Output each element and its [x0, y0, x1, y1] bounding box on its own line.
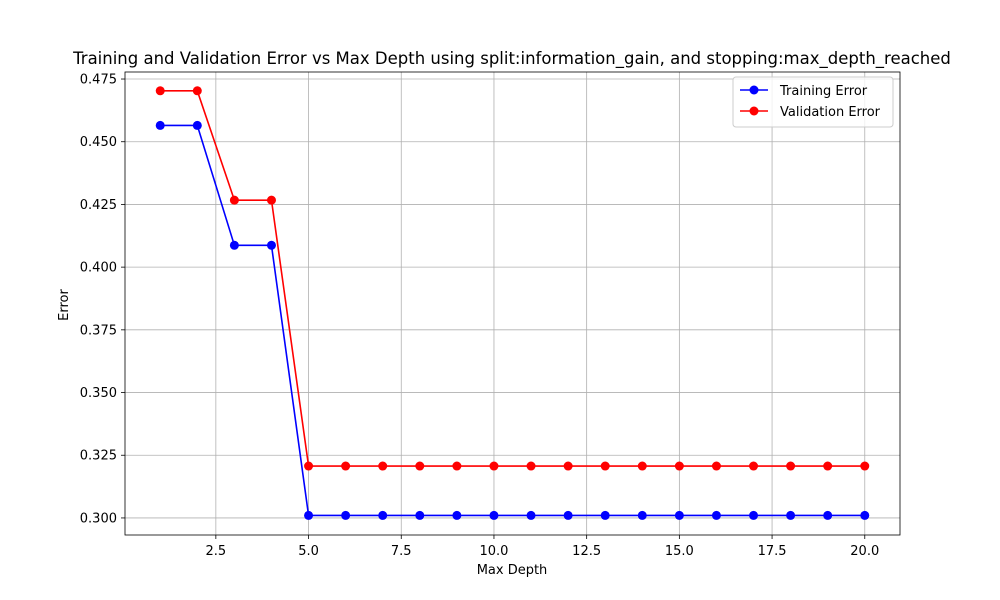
data-point — [563, 461, 573, 471]
data-point — [266, 240, 276, 250]
y-tick-label: 0.450 — [80, 135, 117, 150]
data-point — [304, 510, 314, 520]
data-point — [378, 510, 388, 520]
data-point — [266, 195, 276, 205]
tick-labels: 2.5 5.0 7.5 10.0 12.5 15.0 17.5 20.0 0.300 0.325 0… — [80, 73, 879, 559]
data-point — [749, 510, 759, 520]
data-point — [674, 461, 684, 471]
x-tick-label: 12.5 — [572, 544, 601, 559]
data-point — [600, 461, 610, 471]
x-tick-label: 20.0 — [850, 544, 879, 559]
data-point — [341, 510, 351, 520]
data-point — [192, 120, 202, 130]
data-point — [563, 510, 573, 520]
y-tick-label: 0.300 — [80, 511, 117, 526]
x-tick-label: 10.0 — [479, 544, 508, 559]
x-tick-label: 15.0 — [665, 544, 694, 559]
y-tick-label: 0.400 — [80, 261, 117, 276]
x-tick-label: 5.0 — [298, 544, 319, 559]
y-tick-label: 0.375 — [80, 323, 117, 338]
data-point — [786, 461, 796, 471]
data-point — [711, 461, 721, 471]
data-point — [155, 86, 165, 96]
data-point — [711, 510, 721, 520]
data-point — [674, 510, 684, 520]
series-line — [160, 124, 865, 517]
data-point — [341, 461, 351, 471]
plot-frame — [124, 71, 901, 536]
legend: Training Error Validation Error — [732, 76, 894, 128]
x-axis-label: Max Depth — [477, 563, 548, 578]
data-point — [637, 510, 647, 520]
data-point — [786, 510, 796, 520]
legend-label-training: Training Error — [779, 84, 868, 99]
data-point — [489, 461, 499, 471]
data-point — [304, 461, 314, 471]
legend-marker-training — [749, 85, 759, 95]
data-point — [637, 461, 647, 471]
y-tick-label: 0.425 — [80, 198, 117, 213]
legend-box — [732, 76, 894, 128]
data-point — [526, 461, 536, 471]
series-validation-error — [155, 86, 870, 471]
data-point — [229, 240, 239, 250]
x-tick-label: 2.5 — [206, 544, 227, 559]
data-point — [489, 510, 499, 520]
data-point — [378, 461, 388, 471]
series-training-error — [155, 120, 870, 520]
legend-label-validation: Validation Error — [780, 105, 881, 120]
data-point — [600, 510, 610, 520]
data-point — [860, 461, 870, 471]
y-tick-label: 0.350 — [80, 386, 117, 401]
y-tick-label: 0.475 — [80, 73, 117, 88]
y-tick-label: 0.325 — [80, 449, 117, 464]
data-point — [192, 86, 202, 96]
data-point — [155, 120, 165, 130]
data-point — [452, 510, 462, 520]
data-point — [229, 195, 239, 205]
data-point — [415, 510, 425, 520]
data-point — [749, 461, 759, 471]
x-tick-label: 17.5 — [758, 544, 787, 559]
legend-marker-validation — [749, 106, 759, 116]
data-point — [823, 510, 833, 520]
data-point — [452, 461, 462, 471]
x-tick-label: 7.5 — [391, 544, 412, 559]
data-point — [526, 510, 536, 520]
chart-title: Training and Validation Error vs Max Dep… — [72, 49, 951, 69]
y-axis-label: Error — [57, 289, 72, 321]
data-point — [823, 461, 833, 471]
grid-lines — [125, 72, 900, 535]
data-point — [860, 510, 870, 520]
data-point — [415, 461, 425, 471]
series-line — [160, 90, 865, 467]
axes — [121, 71, 901, 539]
series-layer — [155, 86, 870, 520]
